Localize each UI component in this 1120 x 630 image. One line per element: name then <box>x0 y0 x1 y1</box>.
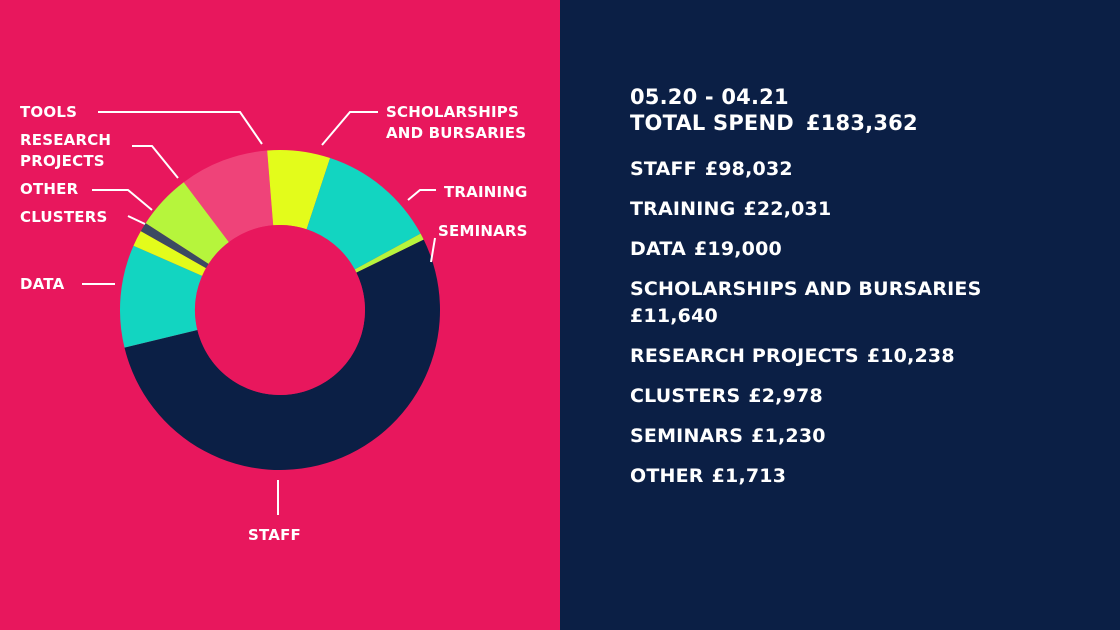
breakdown-item-clusters: CLUSTERS £2,978 <box>630 385 823 407</box>
slice-label-scholarships-and-bursaries: SCHOLARSHIPS AND BURSARIES <box>386 103 526 142</box>
slice-label-tools: TOOLS <box>20 103 77 121</box>
slice-seminars <box>354 233 424 273</box>
leader-line-seminars <box>430 237 436 263</box>
breakdown-list: STAFF £98,032 TRAINING £22,031 DATA £19,000… <box>630 156 1100 490</box>
leader-line-tools <box>98 111 263 145</box>
slice-label-data: DATA <box>20 275 65 293</box>
breakdown-item-research-projects: RESEARCH PROJECTS £10,238 <box>630 345 955 367</box>
donut-chart: TOOLS SCHOLARSHIPS AND BURSARIES TRAINING SE… <box>20 103 528 544</box>
total-spend: TOTAL SPEND £183,362 <box>630 110 1100 136</box>
slice-data <box>120 245 203 348</box>
leader-line-other <box>92 189 153 211</box>
breakdown-item-data: DATA £19,000 <box>630 238 782 260</box>
chart-panel: TOOLS SCHOLARSHIPS AND BURSARIES TRAINING SE… <box>0 0 560 630</box>
breakdown-item-staff: STAFF £98,032 <box>630 158 793 180</box>
slice-label-other: OTHER <box>20 180 79 198</box>
leader-line-scholarships-and-bursaries <box>321 111 378 146</box>
breakdown-item-seminars: SEMINARS £1,230 <box>630 425 826 447</box>
leader-line-training <box>407 189 436 201</box>
slice-training <box>306 158 421 270</box>
breakdown-item-training: TRAINING £22,031 <box>630 198 832 220</box>
breakdown-item-scholarships: SCHOLARSHIPS AND BURSARIES £11,640 <box>630 278 982 327</box>
breakdown-item-other: OTHER £1,713 <box>630 465 787 487</box>
slice-label-research-projects: RESEARCH PROJECTS <box>20 131 111 170</box>
slice-label-seminars: SEMINARS <box>438 222 528 240</box>
slice-research-projects <box>145 182 229 264</box>
spend-summary: 05.20 - 04.21 TOTAL SPEND £183,362 STAFF £… <box>630 84 1100 503</box>
slice-label-clusters: CLUSTERS <box>20 208 107 226</box>
period-label: 05.20 - 04.21 <box>630 85 789 109</box>
slice-label-training: TRAINING <box>444 183 528 201</box>
slice-clusters <box>133 231 207 276</box>
slice-scholarships-and-bursaries <box>267 150 331 230</box>
donut-hole <box>195 225 365 395</box>
leader-line-clusters <box>127 215 146 225</box>
slice-tools <box>183 150 274 243</box>
slice-staff <box>124 239 441 471</box>
slice-label-staff: STAFF <box>248 526 301 544</box>
leader-line-research-projects <box>132 145 179 179</box>
slice-other <box>140 223 209 269</box>
total-spend-label: TOTAL SPEND <box>630 111 794 135</box>
total-spend-value: £183,362 <box>805 111 918 135</box>
summary-panel <box>560 0 1120 630</box>
